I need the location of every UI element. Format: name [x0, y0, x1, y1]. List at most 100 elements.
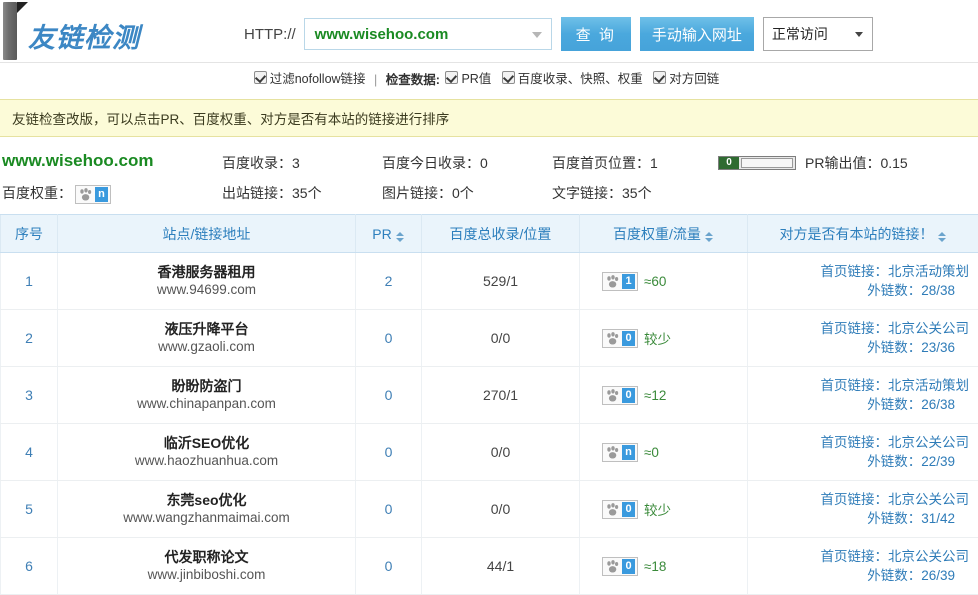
out-links-text: 外链数：28/38: [749, 281, 977, 300]
cell-backlink[interactable]: 首页链接：北京活动策划外链数：26/38: [748, 367, 978, 424]
flow-value: ≈18: [644, 559, 666, 574]
weight-value: 0: [622, 559, 635, 574]
baidu-include-value: 44/1: [487, 558, 514, 574]
link-check-table: 序号 站点/链接地址 PR 百度总收录/位置 百度权重/流量 对方是否有本站的链…: [0, 214, 978, 595]
pr-value: 0: [385, 558, 393, 574]
cell-baidu-include: 0/0: [422, 424, 580, 481]
weight-value: 0: [622, 502, 635, 517]
site-name: 液压升降平台: [59, 320, 354, 338]
checkbox-icon[interactable]: [445, 71, 458, 84]
baidu-include-value: 0/0: [491, 501, 510, 517]
flow-value: ≈0: [644, 445, 659, 460]
baidu-weight-badge: 1: [602, 272, 638, 291]
summary-baidu-today: 百度今日收录：0: [382, 153, 488, 173]
site-name: 东莞seo优化: [59, 491, 354, 509]
cell-baidu-include: 529/1: [422, 253, 580, 310]
site-url: www.jinbiboshi.com: [59, 566, 354, 584]
row-index: 1: [25, 273, 33, 289]
check-data-label: 检查数据:: [386, 73, 440, 87]
chevron-down-icon[interactable]: [532, 32, 542, 38]
cell-pr: 0: [356, 367, 422, 424]
site-name: 临沂SEO优化: [59, 434, 354, 452]
pr-meter: 0 PR输出值：0.15: [718, 153, 908, 173]
option-filter-nofollow[interactable]: 过滤nofollow链接: [254, 68, 366, 87]
col-pr[interactable]: PR: [356, 215, 422, 253]
baidu-weight-badge: 0: [602, 500, 638, 519]
checkbox-icon[interactable]: [653, 71, 666, 84]
site-name: 盼盼防盗门: [59, 377, 354, 395]
summary-outlinks-value: 35个: [292, 185, 322, 201]
summary-baidu-today-value: 0: [480, 155, 488, 171]
row-index: 6: [25, 558, 33, 574]
table-header-row: 序号 站点/链接地址 PR 百度总收录/位置 百度权重/流量 对方是否有本站的链…: [1, 215, 978, 253]
cell-backlink[interactable]: 首页链接：北京活动策划外链数：28/38: [748, 253, 978, 310]
option-baidu[interactable]: 百度收录、快照、权重: [502, 68, 643, 87]
paw-icon: [605, 559, 620, 574]
pr-value: 2: [385, 273, 393, 289]
page-header: 友链检测 HTTP:// www.wisehoo.com 查 询 手动输入网址 …: [0, 0, 978, 63]
cell-backlink[interactable]: 首页链接：北京公关公司外链数：31/42: [748, 481, 978, 538]
baidu-include-value: 0/0: [491, 444, 510, 460]
cell-weight: n ≈0: [580, 424, 748, 481]
option-backlink[interactable]: 对方回链: [653, 68, 719, 87]
url-input[interactable]: www.wisehoo.com: [304, 18, 552, 50]
baidu-weight-badge: 0: [602, 329, 638, 348]
col-weight[interactable]: 百度权重/流量: [580, 215, 748, 253]
pr-value: 0: [385, 387, 393, 403]
cell-backlink[interactable]: 首页链接：北京公关公司外链数：23/36: [748, 310, 978, 367]
pr-bar-track: [741, 158, 793, 168]
access-mode-select[interactable]: 正常访问: [763, 17, 873, 51]
notice-bar: 友链检查改版，可以点击PR、百度权重、对方是否有本站的链接进行排序: [0, 99, 978, 137]
col-index: 序号: [1, 215, 58, 253]
paw-icon: [605, 331, 620, 346]
paw-icon: [605, 502, 620, 517]
site-name: 代发职称论文: [59, 548, 354, 566]
baidu-include-value: 0/0: [491, 330, 510, 346]
weight-value: n: [95, 187, 108, 202]
pr-bar-value: 0: [719, 157, 739, 169]
checkbox-icon[interactable]: [254, 71, 267, 84]
cell-pr: 0: [356, 310, 422, 367]
manual-url-button[interactable]: 手动输入网址: [640, 17, 754, 51]
summary-home-position-value: 1: [650, 155, 658, 171]
http-protocol-label: HTTP://: [244, 26, 296, 43]
col-backlink-label: 对方是否有本站的链接！: [780, 226, 934, 242]
col-site: 站点/链接地址: [58, 215, 356, 253]
cell-index: 5: [1, 481, 58, 538]
pr-output-label: PR输出值：0.15: [805, 153, 908, 173]
home-link-text: 首页链接：北京活动策划: [749, 376, 977, 395]
summary-text-links: 文字链接：35个: [552, 183, 652, 203]
site-url: www.haozhuanhua.com: [59, 452, 354, 470]
row-index: 4: [25, 444, 33, 460]
summary-site: www.wisehoo.com: [2, 151, 153, 171]
cell-weight: 1≈60: [580, 253, 748, 310]
cell-backlink[interactable]: 首页链接：北京公关公司外链数：26/39: [748, 538, 978, 595]
home-link-text: 首页链接：北京公关公司: [749, 433, 977, 452]
baidu-weight-badge: n: [602, 443, 638, 462]
flow-value: 较少: [644, 328, 671, 348]
site-url: www.94699.com: [59, 281, 354, 299]
col-baidu-include: 百度总收录/位置: [422, 215, 580, 253]
row-index: 3: [25, 387, 33, 403]
query-button[interactable]: 查 询: [561, 17, 631, 51]
cell-index: 6: [1, 538, 58, 595]
cell-backlink[interactable]: 首页链接：北京公关公司外链数：22/39: [748, 424, 978, 481]
col-backlink[interactable]: 对方是否有本站的链接！: [748, 215, 978, 253]
chevron-down-icon[interactable]: [855, 32, 863, 37]
option-filter-nofollow-label: 过滤nofollow链接: [270, 68, 366, 87]
option-pr[interactable]: PR值: [445, 68, 491, 87]
checkbox-icon[interactable]: [502, 71, 515, 84]
site-name: 香港服务器租用: [59, 263, 354, 281]
out-links-text: 外链数：31/42: [749, 509, 977, 528]
cell-index: 4: [1, 424, 58, 481]
